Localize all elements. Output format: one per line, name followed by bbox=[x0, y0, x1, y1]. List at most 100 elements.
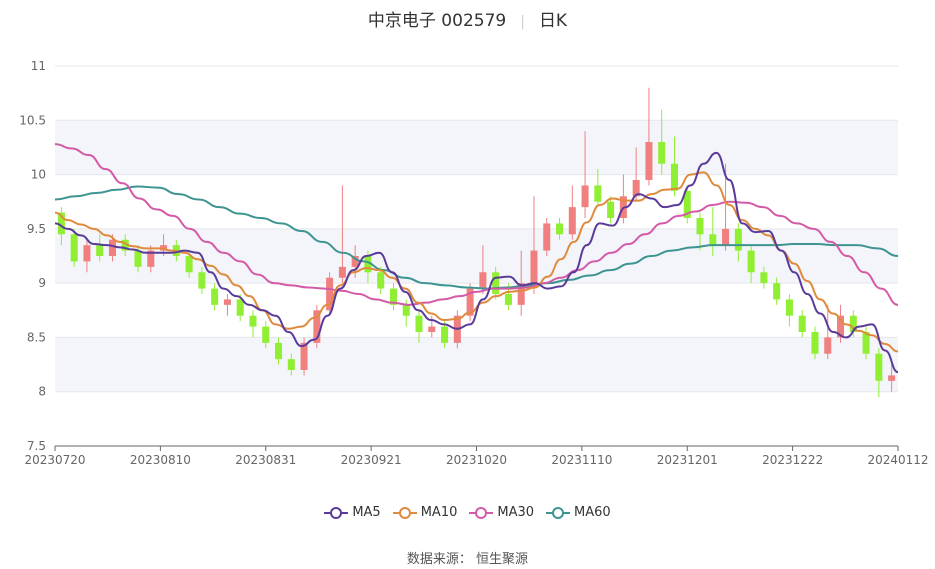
legend-label: MA30 bbox=[497, 505, 535, 520]
x-tick-label: 20240112 bbox=[867, 453, 928, 467]
x-tick-label: 20231020 bbox=[446, 453, 507, 467]
candle-body bbox=[645, 142, 653, 180]
candle-body bbox=[811, 332, 819, 354]
candle-body bbox=[632, 180, 640, 197]
candle-body bbox=[185, 256, 193, 273]
x-tick-label: 20230921 bbox=[341, 453, 402, 467]
candle-body bbox=[492, 272, 500, 294]
y-tick-label: 9.5 bbox=[27, 222, 46, 236]
candle-body bbox=[389, 288, 397, 305]
y-tick-label: 10 bbox=[31, 168, 46, 182]
candle-body bbox=[734, 228, 742, 251]
grid-band bbox=[55, 337, 898, 392]
chart-legend: MA5 MA10 MA30 MA60 bbox=[0, 505, 935, 524]
series-line-ma5 bbox=[54, 151, 899, 374]
candle-body bbox=[402, 304, 410, 316]
candle-body bbox=[223, 299, 231, 305]
candle-body bbox=[415, 315, 423, 332]
candle-body bbox=[556, 223, 564, 235]
x-tick-label: 20230720 bbox=[24, 453, 85, 467]
candle-body bbox=[862, 332, 870, 354]
candle-body bbox=[287, 359, 295, 370]
candle-body bbox=[249, 315, 257, 327]
y-tick-label: 8.5 bbox=[27, 330, 46, 344]
y-tick-label: 11 bbox=[31, 59, 46, 73]
legend-marker-icon bbox=[469, 506, 494, 520]
legend-item-ma10[interactable]: MA10 bbox=[392, 505, 458, 520]
candle-body bbox=[670, 163, 678, 191]
candle-body bbox=[517, 283, 525, 305]
candle-body bbox=[709, 234, 717, 246]
chart-period: 日K bbox=[538, 11, 568, 31]
candle-body bbox=[338, 266, 346, 278]
candle-body bbox=[121, 239, 129, 251]
candle-body bbox=[785, 299, 793, 316]
candle-body bbox=[530, 250, 538, 284]
series-line-ma10 bbox=[54, 171, 899, 353]
candle-body bbox=[824, 337, 832, 354]
x-tick-label: 20230831 bbox=[235, 453, 296, 467]
candle-body bbox=[300, 342, 308, 370]
candle-body bbox=[275, 342, 283, 360]
candle-body bbox=[581, 185, 589, 208]
candle-body bbox=[683, 190, 691, 218]
candle-body bbox=[134, 250, 142, 267]
legend-item-ma5[interactable]: MA5 bbox=[324, 505, 381, 520]
candle-body bbox=[351, 256, 359, 267]
candle-body bbox=[594, 185, 602, 202]
candle-body bbox=[211, 288, 219, 305]
grid-band bbox=[55, 228, 898, 284]
series-line-ma30 bbox=[54, 143, 899, 306]
y-tick-label: 10.5 bbox=[19, 113, 46, 127]
legend-label: MA5 bbox=[352, 505, 381, 520]
candle-body bbox=[696, 218, 704, 235]
candle-body bbox=[568, 207, 576, 235]
legend-label: MA10 bbox=[420, 505, 458, 520]
candle-body bbox=[760, 272, 768, 284]
series-line-ma60 bbox=[54, 185, 899, 290]
candle-body bbox=[198, 272, 206, 289]
chart-title-row: 中京电子 002579 | 日K bbox=[0, 6, 935, 31]
grid-band bbox=[55, 120, 898, 175]
candle-body bbox=[364, 256, 372, 273]
candle-body bbox=[849, 315, 857, 332]
candle-body bbox=[96, 245, 104, 256]
x-tick-label: 20230810 bbox=[130, 453, 191, 467]
x-tick-label: 20231201 bbox=[657, 453, 718, 467]
candle-body bbox=[658, 142, 666, 164]
candle-body bbox=[262, 326, 270, 343]
legend-marker-icon bbox=[324, 506, 349, 520]
candle-body bbox=[837, 315, 845, 338]
candle-body bbox=[543, 223, 551, 251]
x-tick-label: 20231222 bbox=[762, 453, 823, 467]
candle-body bbox=[504, 294, 512, 305]
candle-body bbox=[747, 250, 755, 273]
candle-body bbox=[377, 272, 385, 289]
candle-body bbox=[479, 272, 487, 289]
candle-body bbox=[888, 375, 896, 381]
candle-body bbox=[57, 212, 65, 235]
candle-body bbox=[773, 283, 781, 300]
title-separator: | bbox=[520, 14, 525, 30]
chart-title: 中京电子 002579 bbox=[367, 11, 507, 31]
legend-item-ma30[interactable]: MA30 bbox=[469, 505, 534, 520]
legend-marker-icon bbox=[392, 506, 417, 520]
y-tick-label: 8 bbox=[38, 385, 46, 399]
x-tick-label: 20231110 bbox=[551, 453, 612, 467]
candle-body bbox=[236, 299, 244, 316]
candle-body bbox=[160, 245, 168, 251]
candle-body bbox=[83, 245, 91, 262]
candle-body bbox=[607, 201, 615, 218]
candle-body bbox=[70, 234, 78, 262]
candle-body bbox=[313, 310, 321, 343]
y-tick-label: 9 bbox=[38, 276, 46, 290]
legend-item-ma60[interactable]: MA60 bbox=[546, 505, 611, 520]
candle-body bbox=[798, 315, 806, 332]
candle-body bbox=[108, 239, 116, 256]
candle-body bbox=[466, 288, 474, 316]
data-source: 数据来源： 恒生聚源 bbox=[406, 552, 529, 567]
candle-body bbox=[722, 228, 730, 246]
y-tick-label: 7.5 bbox=[27, 439, 46, 453]
legend-marker-icon bbox=[546, 506, 571, 520]
